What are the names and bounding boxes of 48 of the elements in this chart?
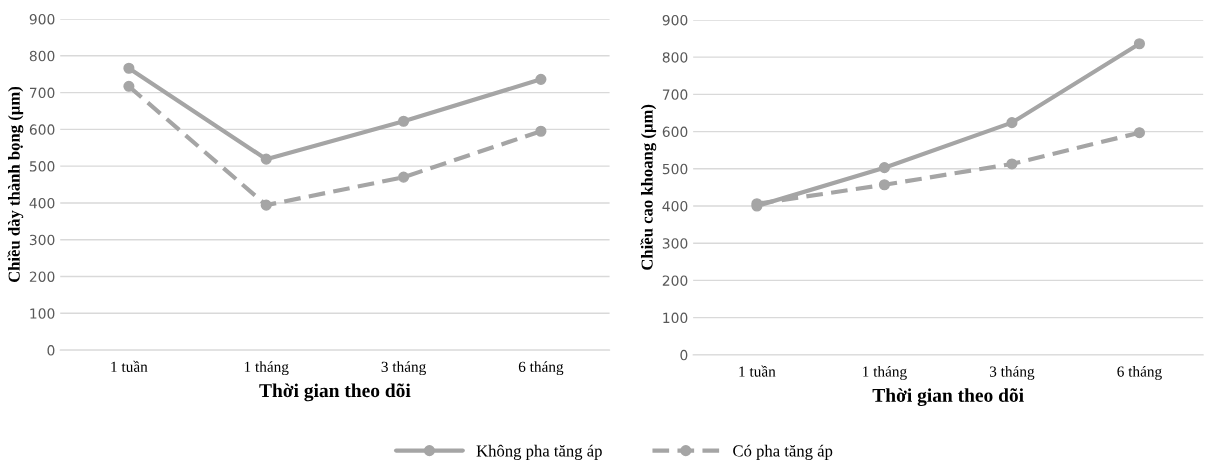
y-tick-label: 300	[662, 238, 688, 249]
legend-label: Không pha tăng áp	[476, 444, 602, 460]
point	[1006, 117, 1018, 129]
point	[260, 153, 272, 165]
x-axis-title: Thời gian theo dõi	[872, 388, 1024, 407]
x-tick-label: 1 tháng	[863, 365, 907, 380]
y-tick-label: 900	[29, 13, 55, 25]
x-tick-label: 1 tháng	[244, 361, 289, 376]
point	[123, 62, 135, 74]
point	[398, 171, 410, 183]
y-tick-label: 600	[662, 126, 688, 138]
y-tick-label: 500	[29, 161, 55, 172]
y-tick-label: 200	[29, 271, 55, 282]
y-tick-label: 200	[662, 275, 688, 286]
x-tick-label: 3 tháng	[989, 365, 1035, 380]
point	[1133, 38, 1145, 50]
y-tick-label: 0	[680, 349, 688, 361]
point	[535, 73, 547, 85]
point	[1133, 127, 1145, 139]
y-tick-label: 800	[29, 50, 55, 62]
y-tick-label: 700	[662, 89, 688, 100]
y-axis-title: Chiều dày thành bọng (µm)	[7, 86, 24, 283]
y-tick-label: 800	[662, 52, 688, 63]
point	[398, 115, 410, 127]
y-tick-label: 500	[662, 163, 688, 175]
x-axis-title: Thời gian theo dõi	[259, 383, 411, 402]
point	[878, 162, 890, 174]
x-tick-label: 6 tháng	[518, 361, 564, 376]
y-tick-label: 900	[662, 14, 688, 26]
y-tick-label: 0	[47, 345, 55, 356]
x-tick-label: 6 tháng	[1117, 365, 1162, 380]
point	[260, 199, 272, 211]
y-tick-label: 600	[29, 124, 55, 135]
x-tick-label: 3 tháng	[381, 361, 426, 376]
y-tick-label: 300	[29, 234, 55, 246]
y-tick-label: 400	[29, 197, 55, 209]
y-tick-label: 700	[29, 87, 55, 99]
y-axis-title: Chiều cao khoang (µm)	[640, 104, 657, 270]
point	[878, 179, 890, 191]
y-tick-label: 100	[30, 308, 55, 319]
point	[1006, 158, 1018, 170]
y-tick-label: 400	[662, 200, 688, 212]
y-tick-label: 100	[663, 312, 688, 324]
point	[535, 125, 547, 137]
x-tick-label: 1 tuần	[111, 360, 148, 372]
point	[123, 80, 135, 92]
x-tick-label: 1 tuần	[739, 365, 776, 377]
legend-label: Có pha tăng áp	[733, 444, 833, 460]
